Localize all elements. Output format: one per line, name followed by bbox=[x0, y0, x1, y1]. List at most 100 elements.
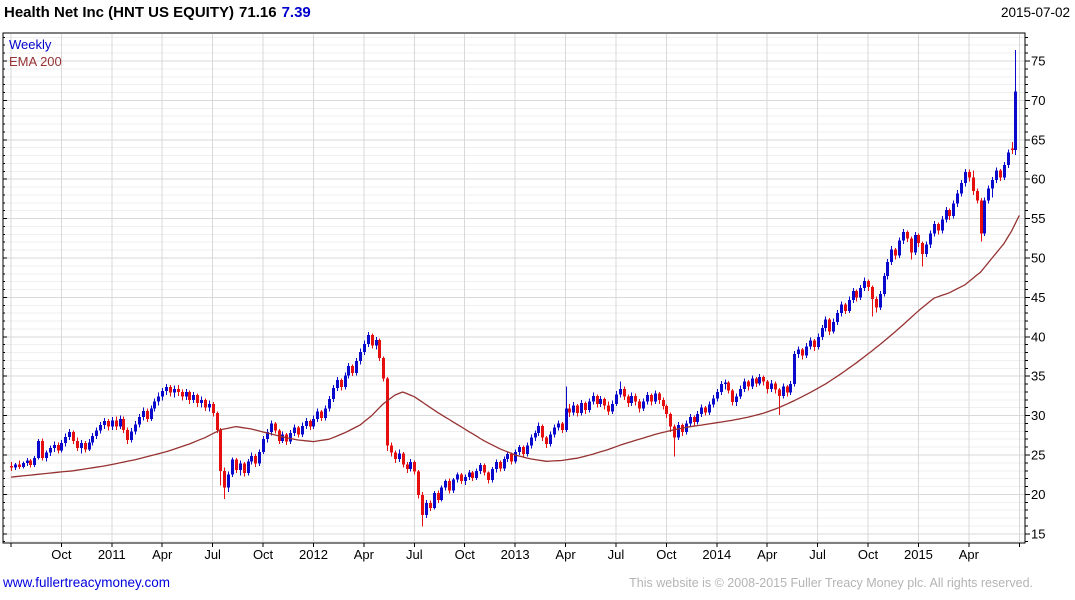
candle-up bbox=[250, 452, 253, 465]
candle-up bbox=[468, 469, 471, 481]
candle-up bbox=[848, 296, 851, 314]
candle-down bbox=[541, 424, 544, 441]
candle-up bbox=[153, 398, 156, 412]
candle-down bbox=[146, 408, 149, 422]
candle-down bbox=[297, 425, 300, 438]
y-axis-label: 60 bbox=[1031, 172, 1045, 187]
candle-up bbox=[409, 458, 412, 472]
candle-up bbox=[933, 220, 936, 237]
candle-up bbox=[491, 466, 494, 483]
candle-down bbox=[84, 440, 87, 453]
candle-up bbox=[956, 190, 959, 207]
candle-up bbox=[227, 471, 230, 493]
candle-down bbox=[394, 450, 397, 463]
candle-up bbox=[914, 231, 917, 255]
y-axis-label: 30 bbox=[1031, 408, 1045, 423]
candle-down bbox=[755, 376, 758, 388]
x-axis-label: Oct bbox=[253, 547, 274, 562]
candle-up bbox=[359, 348, 362, 365]
candle-down bbox=[576, 403, 579, 417]
x-axis-label: Oct bbox=[455, 547, 476, 562]
candle-up bbox=[836, 310, 839, 325]
candle-up bbox=[336, 376, 339, 392]
candle-down bbox=[378, 338, 381, 362]
candle-up bbox=[611, 400, 614, 415]
candle-up bbox=[588, 398, 591, 413]
candle-up bbox=[646, 391, 649, 405]
candle-down bbox=[429, 500, 432, 511]
candle-down bbox=[402, 451, 405, 468]
x-axis-label: Oct bbox=[51, 547, 72, 562]
candle-down bbox=[867, 279, 870, 292]
candle-up bbox=[789, 380, 792, 396]
candle-up bbox=[739, 385, 742, 400]
candle-up bbox=[1007, 149, 1010, 169]
candle-up bbox=[363, 340, 366, 355]
candle-down bbox=[1011, 142, 1014, 154]
candle-up bbox=[99, 421, 102, 434]
candle-up bbox=[797, 346, 800, 359]
candle-up bbox=[758, 373, 761, 386]
candle-down bbox=[623, 386, 626, 400]
candle-up bbox=[689, 414, 692, 427]
candle-series bbox=[10, 49, 1017, 527]
candle-down bbox=[658, 391, 661, 404]
copyright-text: This website is © 2008-2015 Fuller Treac… bbox=[629, 576, 1033, 590]
candle-down bbox=[115, 416, 118, 430]
candle-down bbox=[747, 380, 750, 391]
legend-weekly-label: Weekly bbox=[9, 37, 52, 52]
candle-up bbox=[615, 391, 618, 407]
candle-up bbox=[526, 442, 529, 457]
candle-up bbox=[367, 332, 370, 348]
candle-down bbox=[665, 404, 668, 418]
candle-up bbox=[537, 422, 540, 437]
x-axis-label: 2015 bbox=[904, 547, 933, 562]
candle-up bbox=[88, 439, 91, 452]
candle-down bbox=[948, 208, 951, 221]
candle-down bbox=[522, 445, 525, 458]
price-change: 7.39 bbox=[281, 4, 311, 21]
candle-up bbox=[557, 420, 560, 431]
candle-up bbox=[247, 458, 250, 476]
candle-up bbox=[33, 455, 36, 467]
candle-up bbox=[1014, 49, 1017, 155]
candle-down bbox=[704, 406, 707, 416]
candle-up bbox=[677, 421, 680, 441]
y-axis-label: 20 bbox=[1031, 487, 1045, 502]
candle-up bbox=[134, 421, 137, 435]
candle-down bbox=[320, 410, 323, 422]
footer-site-link[interactable]: www.fullertreacymoney.com bbox=[3, 575, 171, 590]
x-axis-label: Apr bbox=[152, 547, 173, 562]
candle-down bbox=[437, 490, 440, 504]
candle-up bbox=[770, 380, 773, 392]
candle-down bbox=[669, 412, 672, 433]
x-axis-label: Oct bbox=[858, 547, 879, 562]
candle-up bbox=[53, 441, 56, 452]
candle-up bbox=[642, 398, 645, 411]
candle-up bbox=[347, 362, 350, 379]
candle-up bbox=[425, 499, 428, 519]
x-axis-label: Jul bbox=[608, 547, 625, 562]
candle-down bbox=[774, 381, 777, 394]
candle-up bbox=[49, 445, 52, 456]
y-axis-label: 15 bbox=[1031, 526, 1045, 541]
candle-up bbox=[375, 336, 378, 350]
x-axis-label: 2014 bbox=[702, 547, 731, 562]
candle-down bbox=[196, 393, 199, 407]
candle-up bbox=[157, 392, 160, 406]
candle-down bbox=[371, 333, 374, 349]
candle-up bbox=[60, 440, 63, 453]
candle-up bbox=[344, 372, 347, 390]
x-axis-label: 2011 bbox=[98, 547, 126, 562]
candle-up bbox=[398, 449, 401, 463]
y-axis-label: 50 bbox=[1031, 251, 1045, 266]
candle-up bbox=[266, 428, 269, 443]
candle-up bbox=[518, 444, 521, 455]
candle-up bbox=[479, 462, 482, 474]
candle-up bbox=[696, 410, 699, 425]
y-axis-label: 55 bbox=[1031, 211, 1045, 226]
candle-up bbox=[886, 258, 889, 280]
candle-down bbox=[596, 394, 599, 408]
candle-up bbox=[119, 415, 122, 429]
